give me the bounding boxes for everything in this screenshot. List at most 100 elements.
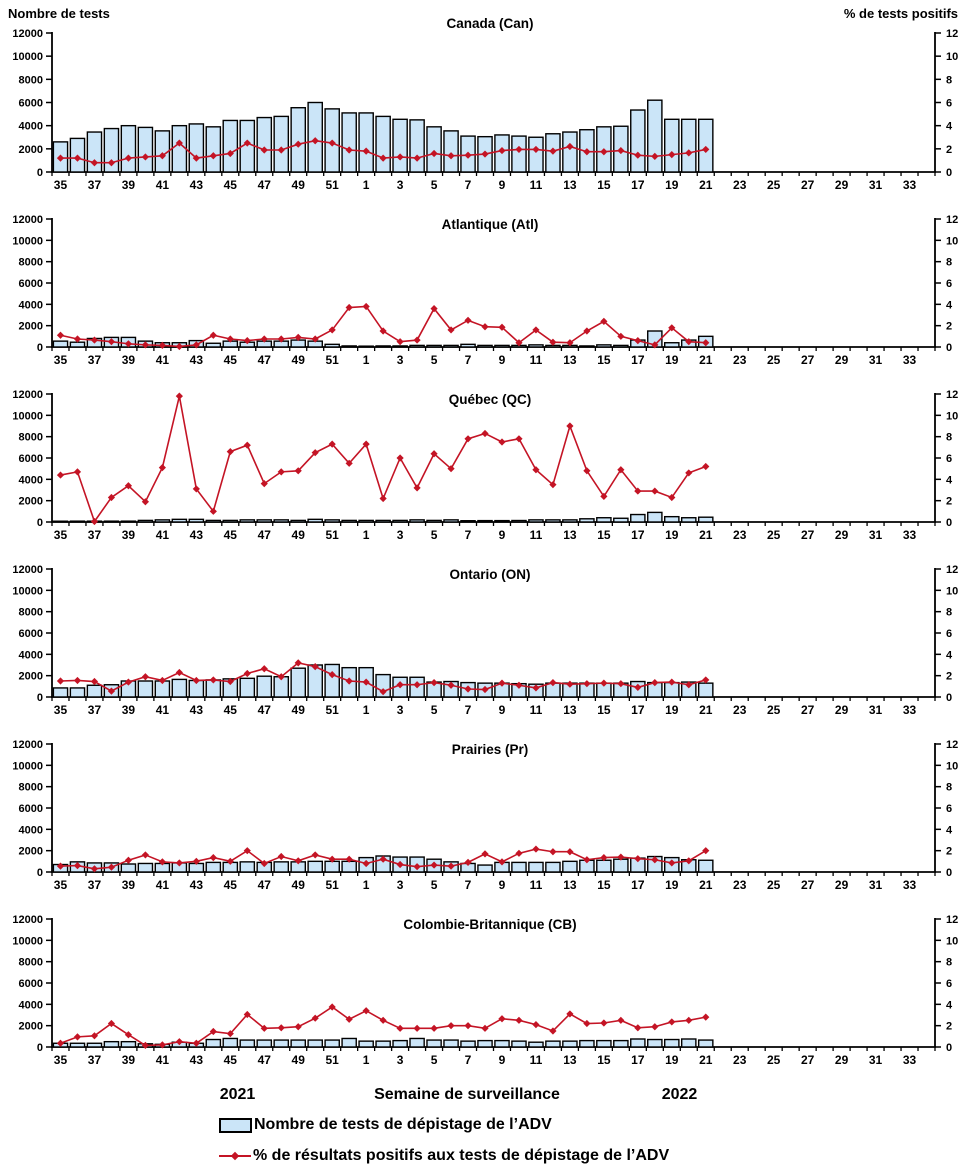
pct-positive-marker	[668, 151, 676, 159]
pct-positive-marker	[634, 487, 642, 495]
y-left-tick-label: 0	[37, 517, 43, 529]
pct-positive-marker	[481, 150, 489, 158]
pct-positive-marker	[685, 857, 693, 865]
pct-positive-marker	[311, 663, 319, 671]
panel-title-colombie-britannique: Colombie-Britannique (CB)	[403, 917, 577, 932]
pct-positive-marker	[124, 154, 133, 162]
x-tick-label: 45	[224, 528, 238, 542]
pct-positive-marker	[73, 862, 82, 870]
pct-positive-marker	[294, 140, 302, 148]
left-axis-title: Nombre de tests	[8, 6, 110, 21]
test-count-bar	[239, 861, 256, 873]
pct-positive-marker	[566, 680, 574, 688]
test-count-bar	[324, 860, 340, 873]
pct-positive-marker	[362, 678, 370, 686]
test-count-bar	[697, 859, 714, 873]
pct-positive-marker	[226, 857, 234, 865]
test-count-bar	[697, 1039, 714, 1048]
pct-positive-marker	[515, 145, 523, 154]
pct-positive-marker	[226, 335, 234, 343]
y-left-tick-label: 6000	[19, 453, 43, 465]
pct-positive-marker	[464, 435, 472, 443]
pct-positive-marker	[651, 152, 659, 160]
pct-positive-marker	[634, 683, 642, 691]
y-right-tick-label: 2	[946, 496, 952, 508]
x-tick-label: 5	[431, 1053, 438, 1067]
x-axis-title: Semaine de surveillance	[374, 1086, 560, 1103]
x-tick-label: 37	[88, 353, 102, 367]
pct-positive-marker	[192, 485, 200, 493]
pct-positive-marker	[73, 335, 82, 343]
pct-positive-marker	[464, 1022, 472, 1030]
x-tick-label: 27	[801, 1053, 815, 1067]
x-tick-label: 29	[835, 178, 849, 192]
pct-positive-marker	[141, 851, 149, 859]
x-tick-label: 21	[699, 1053, 713, 1067]
test-count-bar	[52, 687, 69, 698]
test-count-bar	[290, 667, 307, 698]
x-tick-label: 19	[665, 703, 679, 717]
pct-positive-marker	[702, 462, 710, 471]
test-count-bar	[290, 107, 307, 173]
test-count-bar	[171, 518, 188, 523]
test-count-bar	[460, 343, 476, 348]
x-tick-label: 23	[733, 178, 747, 192]
pct-positive-marker	[260, 1024, 268, 1032]
y-right-tick-label: 12	[946, 914, 958, 926]
x-tick-label: 15	[597, 1053, 611, 1067]
test-count-bar	[613, 1039, 629, 1048]
test-count-bar	[222, 1037, 239, 1048]
pct-positive-marker	[583, 327, 591, 335]
pct-positive-marker	[532, 1021, 540, 1029]
pct-positive-marker	[362, 440, 370, 448]
pct-positive-marker	[362, 859, 370, 868]
x-tick-label: 45	[224, 178, 238, 192]
x-tick-label: 11	[530, 878, 543, 892]
pct-positive-marker	[617, 146, 625, 155]
x-tick-label: 17	[631, 703, 645, 717]
x-tick-label: 47	[258, 528, 272, 542]
x-tick-label: 25	[767, 878, 781, 892]
pct-positive-marker	[175, 139, 183, 147]
pct-positive-marker	[396, 860, 404, 869]
y-left-tick-label: 2000	[19, 496, 43, 508]
y-left-tick-label: 12000	[12, 28, 43, 40]
x-tick-label: 49	[292, 178, 306, 192]
y-right-tick-label: 6	[946, 628, 952, 640]
pct-positive-marker	[583, 1019, 591, 1028]
panel-title-ontario: Ontario (ON)	[449, 567, 531, 582]
y-left-tick-label: 10000	[12, 935, 43, 947]
pct-positive-marker	[73, 676, 82, 685]
pct-positive-marker	[124, 482, 133, 490]
pct-positive-marker	[566, 1010, 574, 1018]
x-tick-label: 5	[431, 878, 438, 892]
x-tick-label: 41	[156, 703, 170, 717]
y-left-tick-label: 6000	[19, 628, 43, 640]
y-left-tick-label: 4000	[19, 824, 43, 836]
pct-positive-marker	[56, 331, 65, 339]
pct-positive-marker	[158, 1041, 166, 1049]
pct-positive-marker	[158, 858, 166, 866]
y-left-tick-label: 2000	[19, 1021, 43, 1033]
test-count-bar	[171, 678, 188, 698]
test-count-bar	[528, 136, 544, 173]
pct-positive-marker	[430, 450, 438, 458]
pct-positive-marker	[311, 335, 319, 343]
x-tick-label: 3	[397, 703, 404, 717]
pct-positive-marker	[668, 324, 676, 332]
x-tick-label: 45	[224, 1053, 238, 1067]
pct-positive-marker	[345, 146, 353, 154]
x-tick-label: 11	[530, 178, 543, 192]
test-count-bar	[562, 1040, 578, 1048]
panel-title-atlantique: Atlantique (Atl)	[441, 217, 539, 232]
pct-positive-marker	[515, 435, 523, 443]
pct-positive-marker	[447, 326, 455, 334]
x-tick-label: 1	[363, 353, 370, 367]
x-tick-label: 49	[292, 878, 306, 892]
test-count-bar	[680, 1038, 697, 1048]
pct-positive-marker	[668, 1018, 676, 1026]
y-right-tick-label: 6	[946, 978, 952, 990]
pct-positive-marker	[702, 1013, 710, 1021]
test-count-bar	[460, 1040, 476, 1048]
